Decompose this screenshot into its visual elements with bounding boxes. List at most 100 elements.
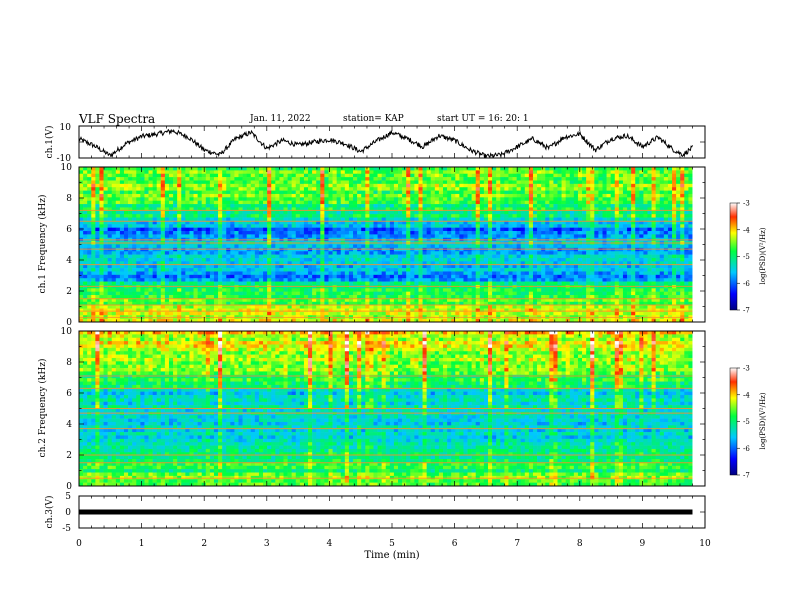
spectrogram-cell [344,244,350,249]
spectrogram-cell [238,251,243,255]
spectrogram-cell [516,210,522,215]
spectrogram-cell [377,271,382,276]
spectrogram-cell [594,193,599,198]
spectrogram-cell [348,187,354,191]
spectrogram-cell [111,268,117,272]
spectrogram-cell [606,231,611,235]
spectrogram-cell [451,234,456,239]
spectrogram-cell [369,264,374,269]
spectrogram-cell [279,234,284,239]
spectrogram-cell [586,227,591,232]
spectrogram-cell [398,251,403,255]
spectrogram-cell [238,204,243,208]
spectrogram-cell [414,190,419,195]
spectrogram-cell [144,274,149,279]
spectrogram-cell [496,244,501,249]
spectrogram-cell [537,227,542,232]
spectrogram-cell [160,167,166,171]
spectrogram-cell [487,170,493,175]
spectrogram-cell [99,207,104,212]
spectrogram-cell [168,251,174,255]
spectrogram-cell [119,234,125,239]
spectrogram-cell [234,210,239,215]
spectrogram-cell [99,217,104,222]
spectrogram-cell [508,173,513,178]
spectrogram-cell [496,271,501,276]
spectrogram-cell [299,197,305,201]
spectrogram-cell [193,183,198,188]
spectrogram-cell [402,271,407,276]
spectrogram-cell [328,167,333,171]
spectrogram-cell [586,193,591,198]
spectrogram-cell [500,271,505,276]
spectrogram-cell [336,264,342,269]
spectrogram-cell [398,217,403,222]
spectrogram-cell [504,170,509,175]
spectrogram-cell [398,204,403,208]
spectrogram-cell [119,251,125,255]
spectrogram-cell [406,173,411,178]
spectrogram-cell [136,204,141,208]
spectrogram-cell [475,271,481,276]
spectrogram-cell [213,261,219,266]
spectrogram-cell [218,257,223,262]
spectrogram-cell [107,197,113,201]
spectrogram-cell [475,244,481,249]
spectrogram-cell [402,254,407,259]
spectrogram-cell [201,190,207,195]
spectrogram-cell [209,167,215,171]
spectrogram-cell [471,251,477,255]
spectrogram-cell [123,264,129,269]
spectrogram-cell [283,251,288,255]
spectrogram-cell [610,207,616,212]
spectrogram-cell [430,167,436,171]
spectrogram-cell [95,200,100,205]
spectrogram-cell [218,190,223,195]
spectrogram-cell [680,220,685,225]
spectrogram-cell [369,261,374,266]
spectrogram-cell [532,231,538,235]
spectrogram-cell [361,227,366,232]
spectrogram-cell [447,187,452,191]
spectrogram-cell [655,197,661,201]
spectrogram-cell [479,257,485,262]
spectrogram-cell [561,224,566,228]
spectrogram-cell [418,183,423,188]
spectrogram-cell [676,197,681,201]
spectrogram-cell [475,234,481,239]
spectrogram-cell [275,167,280,171]
spectrogram-cell [398,197,403,201]
spectrogram-cell [144,197,149,201]
spectrogram-cell [164,180,170,185]
spectrogram-cell [164,261,170,266]
spectrogram-cell [688,251,693,255]
spectrogram-cell [287,210,292,215]
spectrogram-cell [107,180,113,185]
spectrogram-cell [410,173,415,178]
spectrogram-cell [103,207,108,212]
spectrogram-cell [635,214,640,218]
spectrogram-cell [459,254,464,259]
spectrogram-cell [426,217,432,222]
spectrogram-cell [271,234,276,239]
spectrogram-cell [684,257,689,262]
spectrogram-cell [385,217,391,222]
spectrogram-cell [91,183,96,188]
spectrogram-cell [602,254,607,259]
spectrogram-cell [275,204,280,208]
spectrogram-cell [606,207,611,212]
spectrogram-cell [455,251,460,255]
spectrogram-cell [418,231,423,235]
spectrogram-cell [250,207,256,212]
spectrogram-cell [414,197,419,201]
spectrogram-cell [389,220,395,225]
spectrogram-cell [565,200,571,205]
spectrogram-cell [320,197,325,201]
spectrogram-cell [643,204,648,208]
spectrogram-cell [295,187,301,191]
spectrogram-cell [500,247,505,252]
spectrogram-cell [328,193,333,198]
spectrogram-cell [398,220,403,225]
spectrogram-cell [271,268,276,272]
spectrogram-cell [373,254,378,259]
